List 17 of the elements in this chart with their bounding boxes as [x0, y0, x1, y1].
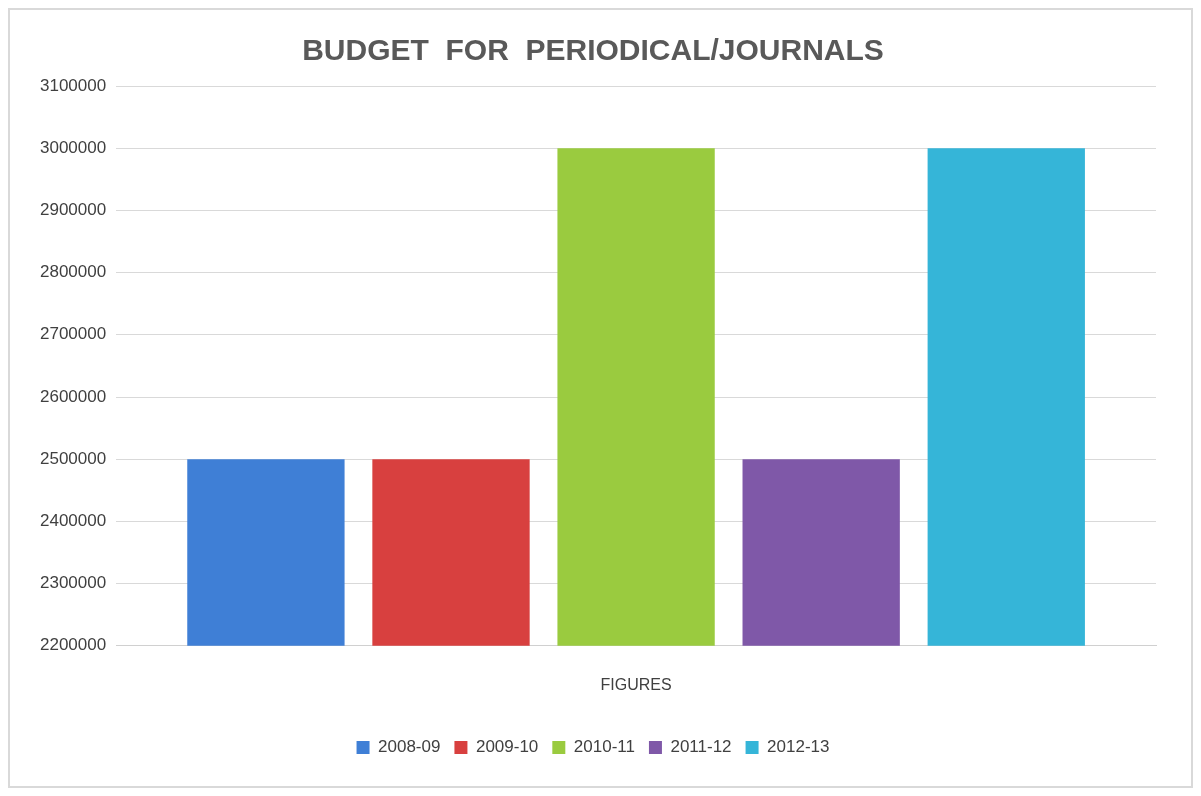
- y-tick-label: 2400000: [39, 511, 107, 531]
- legend-label: 2010-11: [573, 737, 635, 757]
- legend-label: 2012-13: [767, 737, 830, 757]
- x-tick-label: FIGURES: [600, 675, 672, 693]
- y-tick-label: 2300000: [39, 573, 107, 593]
- y-tick-label: 3100000: [39, 75, 107, 95]
- legend-label: 2011-12: [670, 737, 732, 757]
- y-tick-label: 2800000: [39, 262, 107, 282]
- y-tick-label: 2700000: [39, 324, 107, 344]
- legend-label: 2009-10: [475, 737, 539, 757]
- y-tick-label: 2200000: [39, 635, 107, 655]
- legend-label: 2008-09: [378, 737, 441, 757]
- y-tick-label: 3000000: [39, 137, 107, 157]
- y-tick-label: 2500000: [39, 448, 107, 468]
- y-tick-label: 2900000: [39, 200, 107, 220]
- y-tick-label: 2600000: [39, 386, 107, 406]
- chart-title: BUDGET FOR PERIODICAL/JOURNALS: [302, 33, 884, 67]
